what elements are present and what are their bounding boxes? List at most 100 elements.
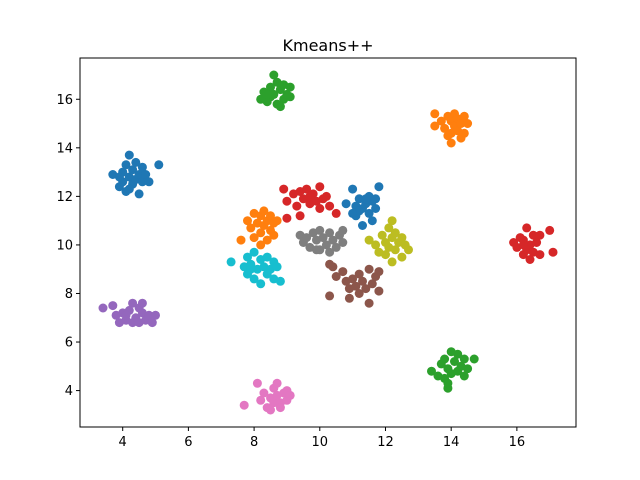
data-point — [266, 82, 275, 92]
data-point — [151, 310, 160, 320]
data-point — [427, 366, 436, 376]
data-point — [128, 298, 138, 308]
x-tick-label: 6 — [184, 435, 192, 450]
data-point — [269, 398, 279, 408]
data-point — [390, 245, 400, 255]
data-point — [374, 267, 384, 277]
data-point — [381, 250, 390, 260]
data-point — [147, 318, 157, 328]
x-tick-label: 12 — [377, 435, 394, 450]
points-layer — [98, 70, 558, 415]
data-point — [262, 252, 272, 262]
data-point — [459, 111, 469, 121]
cluster-6 — [427, 347, 479, 393]
data-point — [430, 109, 440, 119]
cluster-10 — [325, 259, 384, 308]
data-point — [371, 194, 381, 204]
data-point — [285, 92, 295, 102]
data-point — [351, 281, 361, 291]
data-point — [321, 240, 331, 250]
data-point — [338, 238, 348, 247]
data-point — [545, 225, 555, 235]
data-point — [397, 233, 407, 243]
data-point — [367, 279, 377, 289]
data-point — [134, 170, 144, 179]
data-point — [354, 269, 364, 279]
data-point — [256, 240, 266, 250]
data-point — [246, 264, 256, 274]
data-point — [121, 310, 131, 320]
data-point — [137, 177, 147, 187]
x-tick-label: 10 — [312, 435, 329, 450]
data-point — [266, 211, 275, 221]
data-point — [275, 276, 285, 286]
data-point — [364, 235, 374, 245]
cluster-11 — [239, 378, 295, 415]
data-point — [249, 233, 259, 243]
data-point — [259, 388, 269, 398]
data-point — [315, 182, 325, 192]
data-point — [361, 284, 371, 294]
data-point — [528, 230, 538, 240]
x-tick-label: 8 — [250, 435, 258, 450]
data-point — [141, 170, 151, 179]
data-point — [535, 230, 545, 240]
data-point — [463, 119, 473, 128]
y-tick-label: 8 — [65, 287, 73, 302]
y-tick-label: 4 — [65, 384, 73, 399]
data-point — [469, 354, 479, 364]
data-point — [249, 274, 259, 284]
data-point — [459, 354, 469, 364]
y-tick-label: 14 — [56, 141, 73, 156]
data-point — [325, 228, 335, 238]
data-point — [331, 242, 341, 252]
data-point — [364, 208, 374, 218]
data-point — [371, 204, 381, 213]
data-point — [374, 182, 384, 192]
data-point — [318, 233, 328, 243]
x-tick-label: 14 — [443, 435, 460, 450]
data-point — [430, 121, 440, 131]
data-point — [522, 223, 532, 233]
data-point — [262, 235, 272, 245]
data-point — [354, 289, 364, 298]
y-tick-label: 12 — [56, 190, 73, 205]
data-point — [312, 245, 321, 255]
data-point — [249, 247, 259, 257]
data-point — [384, 223, 394, 233]
y-tick-label: 16 — [56, 93, 73, 108]
data-point — [387, 257, 397, 267]
data-point — [440, 123, 450, 133]
y-tick-label: 6 — [65, 336, 73, 351]
data-point — [338, 267, 348, 277]
cluster-1 — [108, 150, 164, 199]
data-point — [275, 102, 285, 112]
data-point — [331, 272, 341, 281]
data-point — [302, 233, 312, 243]
data-point — [226, 257, 236, 267]
data-point — [262, 89, 272, 99]
data-point — [108, 301, 118, 311]
data-point — [450, 357, 459, 366]
data-point — [134, 189, 144, 199]
cluster-12 — [295, 225, 348, 257]
data-point — [239, 400, 249, 410]
data-point — [272, 216, 282, 226]
data-point — [279, 184, 289, 194]
cluster-9 — [98, 298, 160, 328]
data-point — [371, 240, 381, 250]
y-tick-label: 10 — [56, 238, 73, 253]
data-point — [453, 349, 463, 359]
data-point — [295, 211, 305, 221]
data-point — [341, 199, 351, 209]
data-point — [285, 82, 295, 92]
data-point — [390, 228, 400, 238]
data-point — [321, 191, 331, 201]
y-axis: 4 6 8 10 12 14 16 — [56, 93, 80, 399]
data-point — [282, 196, 292, 206]
data-point — [518, 240, 528, 250]
data-point — [137, 298, 147, 308]
cluster-2 — [341, 182, 384, 230]
data-point — [348, 208, 358, 218]
data-point — [131, 157, 141, 167]
